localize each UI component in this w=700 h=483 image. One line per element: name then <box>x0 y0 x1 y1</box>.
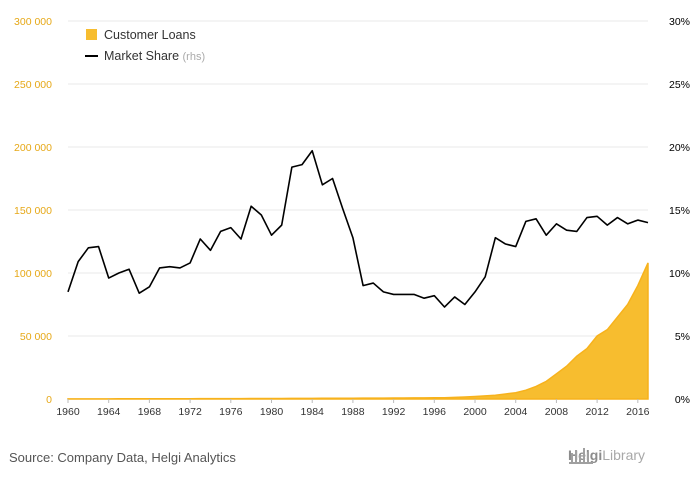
x-tick-label: 1960 <box>56 406 80 418</box>
helgi-library-logo[interactable]: Helgi Library <box>568 447 646 464</box>
legend: Customer Loans Market Share (rhs) <box>85 28 205 63</box>
customer-loans-area <box>67 262 649 400</box>
legend-label-share: Market Share (rhs) <box>104 49 205 63</box>
x-tick-label: 1968 <box>138 406 162 418</box>
legend-label-share-suffix: (rhs) <box>183 51 206 63</box>
left-tick-label: 200 000 <box>14 142 52 154</box>
left-tick-label: 100 000 <box>14 268 52 280</box>
x-tick-label: 1976 <box>219 406 243 418</box>
x-tick-label: 1972 <box>178 406 202 418</box>
x-tick-label: 2000 <box>463 406 487 418</box>
left-tick-label: 300 000 <box>14 16 52 28</box>
x-tick-label: 2012 <box>585 406 609 418</box>
grid-lines <box>68 20 648 400</box>
x-tick-label: 1964 <box>97 406 121 418</box>
right-tick-label: 25% <box>669 79 690 91</box>
library-building-icon <box>569 448 593 464</box>
left-tick-label: 0 <box>46 394 52 406</box>
legend-swatch-loans <box>86 29 97 40</box>
market-share-line <box>67 149 649 308</box>
logo-library-text: Library <box>602 447 646 463</box>
x-tick-label: 1980 <box>260 406 284 418</box>
right-tick-label: 15% <box>669 205 690 217</box>
left-tick-label: 50 000 <box>20 331 52 343</box>
share-line-layer <box>67 149 649 308</box>
x-tick-label: 2008 <box>545 406 569 418</box>
right-tick-label: 30% <box>669 16 690 28</box>
x-axis-ticks: 1960 1964 1968 1972 1976 1980 1984 1988 1992 1996… <box>56 399 650 418</box>
legend-label-loans: Customer Loans <box>104 28 196 42</box>
x-tick-label: 1992 <box>382 406 406 418</box>
right-tick-label: 0% <box>675 394 690 406</box>
x-tick-label: 1988 <box>341 406 365 418</box>
loans-area-layer <box>67 262 649 400</box>
x-tick-label: 1996 <box>423 406 447 418</box>
left-tick-label: 150 000 <box>14 205 52 217</box>
right-tick-label: 10% <box>669 268 690 280</box>
source-note: Source: Company Data, Helgi Analytics <box>9 450 236 465</box>
x-tick-label: 2016 <box>626 406 650 418</box>
right-tick-label: 20% <box>669 142 690 154</box>
right-tick-label: 5% <box>675 331 690 343</box>
x-tick-label: 2004 <box>504 406 528 418</box>
right-axis-ticks: 0% 5% 10% 15% 20% 25% 30% <box>669 16 690 406</box>
left-tick-label: 250 000 <box>14 79 52 91</box>
left-axis-ticks: 0 50 000 100 000 150 000 200 000 250 000 300 0… <box>14 16 52 406</box>
x-tick-label: 1984 <box>301 406 325 418</box>
